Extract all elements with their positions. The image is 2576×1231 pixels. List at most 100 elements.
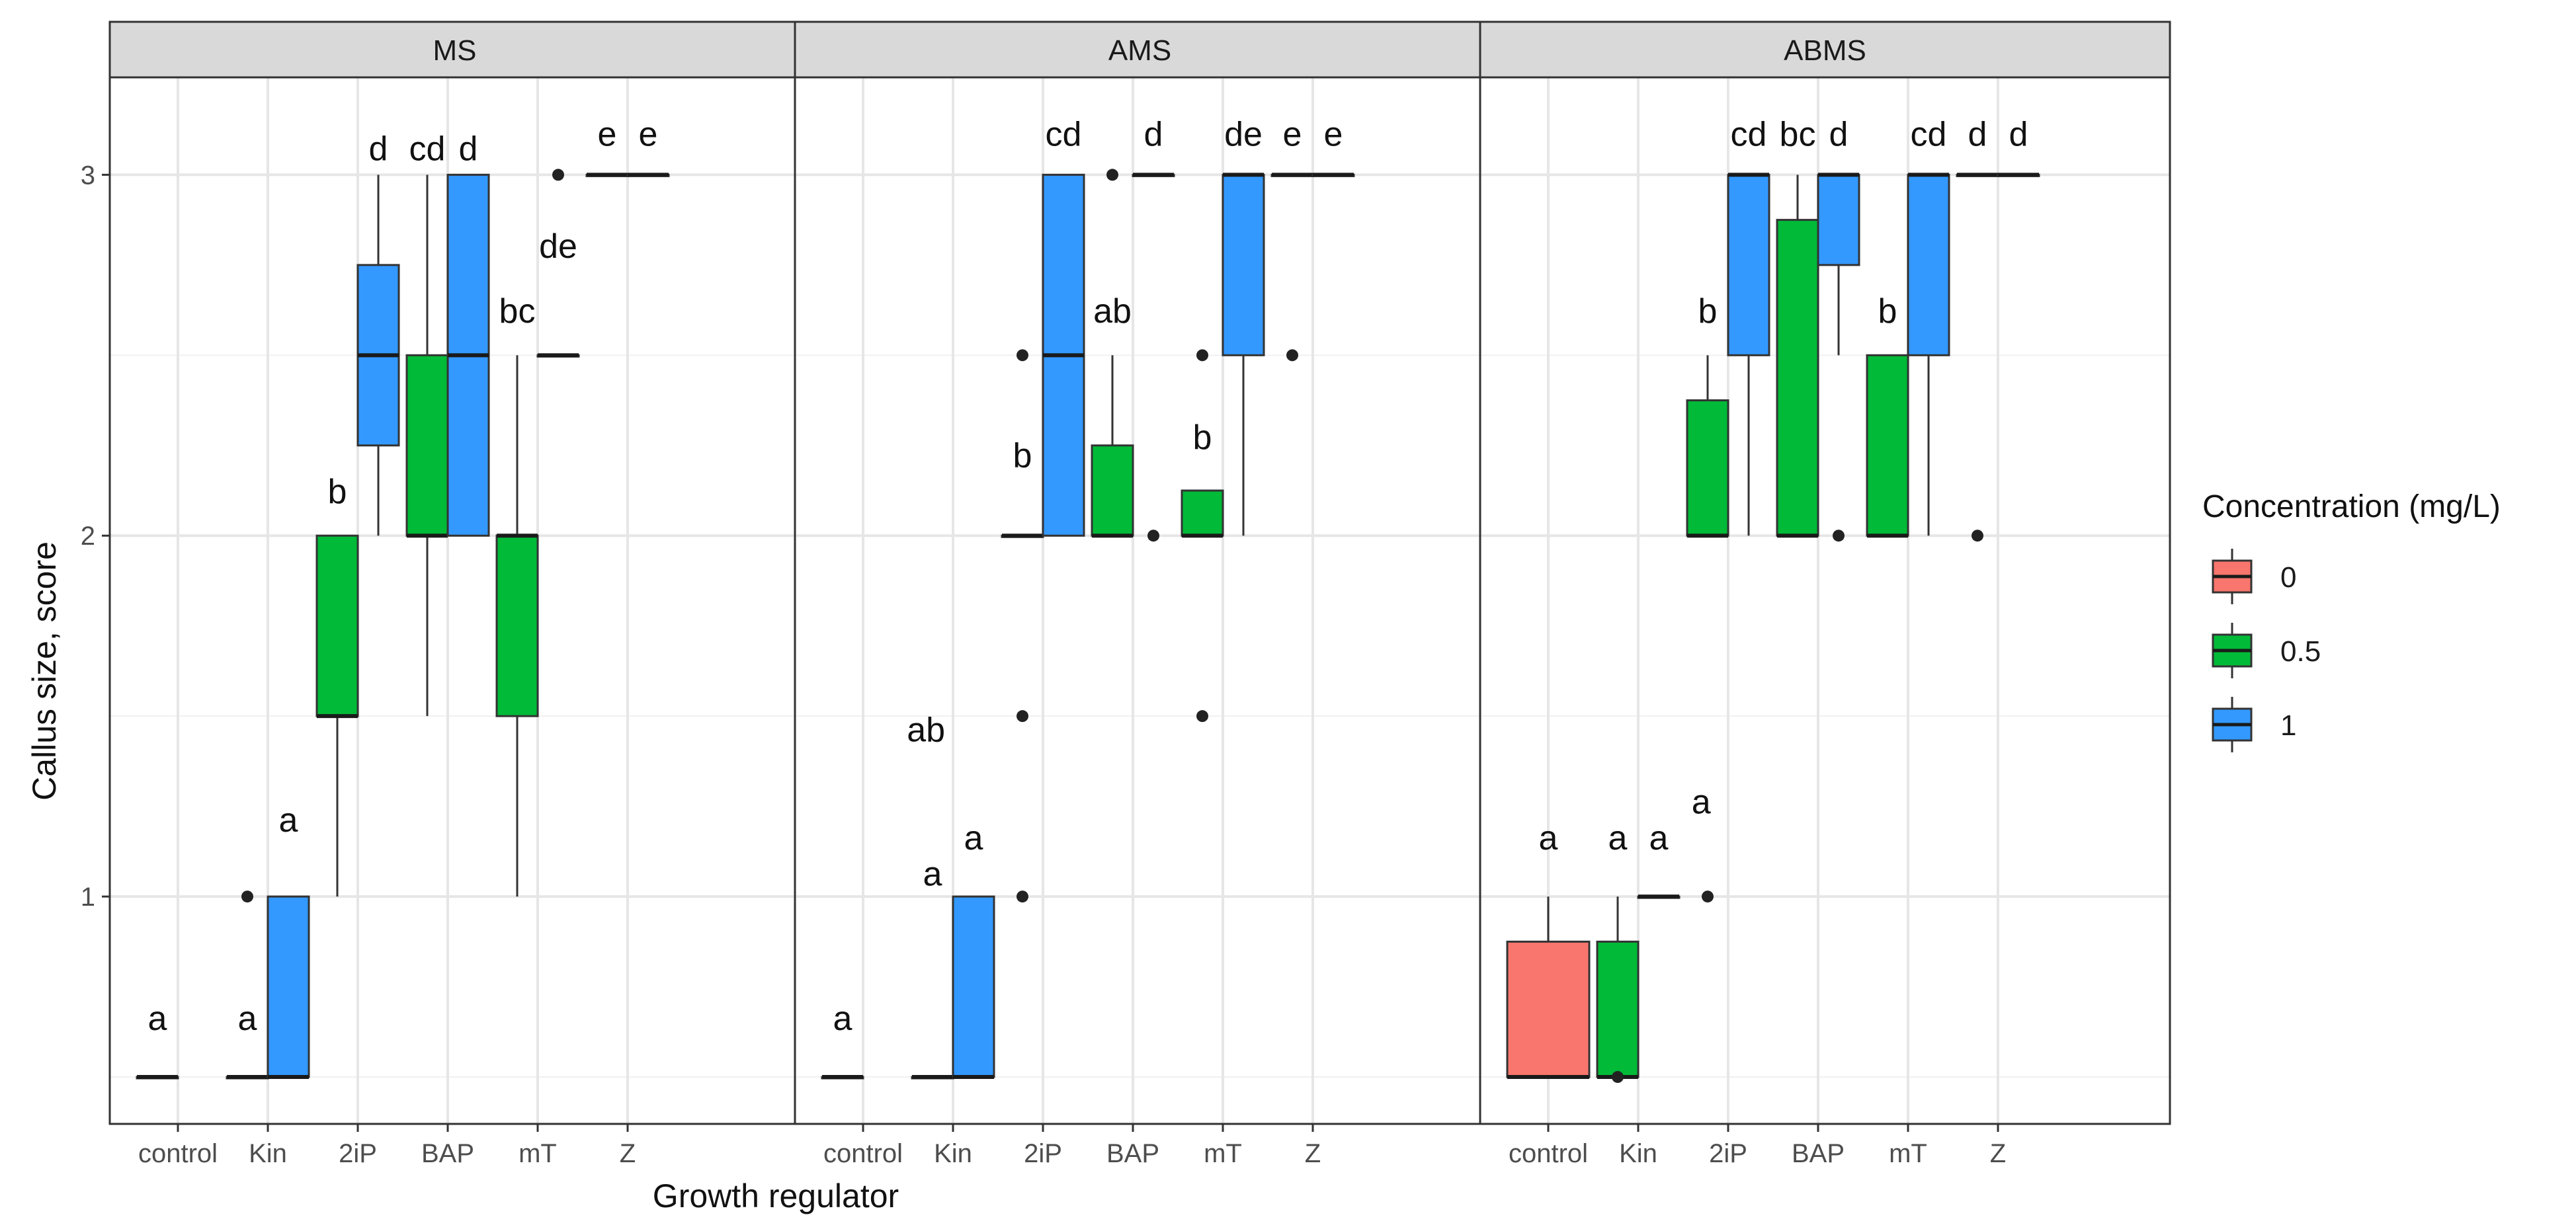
box-mt-0.5: bc: [495, 292, 539, 897]
box-kin-0.5: a: [1596, 819, 1640, 1084]
facet-strip: [108, 20, 801, 79]
legend-label: 0.5: [2280, 635, 2321, 668]
significance-letter: a: [833, 1000, 852, 1038]
box-iqr: [1596, 940, 1640, 1078]
outlier-point: [1106, 169, 1118, 181]
outlier-point: [1147, 530, 1159, 542]
significance-letter: d: [1829, 116, 1849, 154]
significance-letter: cd: [1731, 116, 1767, 154]
significance-letter: b: [1878, 292, 1897, 331]
box-iqr: [1817, 173, 1860, 266]
x-tick-label: control: [1509, 1139, 1588, 1168]
x-tick-label: control: [138, 1139, 218, 1168]
box-z-1: e: [626, 116, 670, 177]
outlier-point: [552, 169, 564, 181]
significance-letter: bc: [1780, 116, 1816, 154]
outlier-point: [1017, 891, 1028, 903]
significance-letter: ab: [907, 711, 945, 749]
outlier-point: [1017, 349, 1028, 362]
x-tick-label: BAP: [1106, 1139, 1159, 1168]
significance-letter: a: [1608, 819, 1628, 857]
y-tick-label: 2: [81, 522, 95, 551]
box-z-1: e: [1311, 116, 1355, 177]
box-iqr: [405, 354, 449, 537]
box-2ip-0.5: b: [1001, 349, 1044, 903]
outlier-point: [1196, 349, 1208, 362]
outlier-point: [241, 891, 253, 903]
x-tick-label: Z: [1990, 1139, 2006, 1168]
x-tick-label: Z: [620, 1139, 636, 1168]
outlier-point: [1702, 891, 1714, 903]
significance-letter: b: [1013, 437, 1032, 475]
box-iqr: [315, 534, 359, 717]
x-tick-label: BAP: [421, 1139, 474, 1168]
significance-letter: e: [1283, 116, 1302, 154]
box-kin-1: a: [952, 819, 995, 1080]
significance-letter: a: [964, 819, 983, 857]
facet-strip-label: MS: [433, 34, 477, 67]
y-tick-label: 3: [81, 161, 95, 190]
legend-label: 0: [2280, 561, 2296, 594]
box-iqr: [495, 534, 539, 717]
x-tick-label: control: [823, 1139, 903, 1168]
box-2ip-0.5: b: [315, 473, 359, 897]
x-tick-label: 2iP: [1709, 1139, 1747, 1168]
significance-letter: b: [1193, 418, 1212, 457]
significance-letter: d: [459, 130, 478, 169]
x-tick-label: 2iP: [339, 1139, 377, 1168]
box-mt-1: cd: [1907, 116, 1950, 536]
significance-letter: a: [279, 801, 298, 840]
box-z-0.5: e: [585, 116, 629, 177]
significance-letter: d: [369, 130, 388, 169]
box-iqr: [1181, 489, 1224, 537]
y-axis-title: Callus size, score: [26, 541, 63, 801]
facet-strip: [794, 20, 1486, 79]
box-mt-0.5: b: [1866, 292, 1909, 538]
box-iqr: [1506, 940, 1591, 1078]
significance-letter: cd: [1046, 116, 1082, 154]
box-bap-0.5: ab: [1091, 169, 1134, 538]
x-tick-label: BAP: [1792, 1139, 1845, 1168]
box-z-1: d: [1997, 116, 2040, 177]
significance-letter: e: [639, 116, 658, 154]
significance-letter: a: [148, 1000, 167, 1038]
box-iqr: [1866, 354, 1909, 537]
outlier-point: [1612, 1071, 1624, 1084]
significance-letter: de: [539, 227, 577, 266]
x-tick-label: Kin: [249, 1139, 287, 1168]
legend-label: 1: [2280, 709, 2296, 742]
x-tick-label: 2iP: [1024, 1139, 1062, 1168]
panel-background: [795, 77, 1485, 1124]
significance-letter: bc: [499, 292, 536, 331]
outlier-point: [1833, 530, 1845, 542]
box-mt-1: de: [536, 169, 580, 358]
box-kin-label: ab: [907, 711, 945, 749]
box-control-0.5: a: [821, 1000, 864, 1080]
facet-strip-label: AMS: [1108, 34, 1171, 67]
box-bap-1: d: [1817, 116, 1860, 542]
x-tick-label: Kin: [934, 1139, 972, 1168]
outlier-point: [1017, 710, 1028, 723]
box-kin-1: a: [267, 801, 310, 1080]
outlier-point: [1972, 530, 1983, 542]
box-z-0.5: d: [1956, 116, 1999, 542]
significance-letter: b: [1698, 292, 1718, 331]
significance-letter: e: [1324, 116, 1343, 154]
box-iqr: [1091, 444, 1134, 537]
x-axis-title: Growth regulator: [653, 1177, 899, 1214]
box-mt-0.5: b: [1181, 349, 1224, 723]
facet-strip-label: ABMS: [1784, 34, 1866, 67]
significance-letter: a: [1692, 783, 1711, 822]
significance-letter: b: [328, 473, 347, 511]
box-iqr: [1907, 173, 1950, 356]
x-tick-label: Kin: [1619, 1139, 1657, 1168]
significance-letter: a: [238, 1000, 257, 1038]
facet-strip: [1479, 20, 2171, 79]
box-bap-1: d: [446, 130, 490, 537]
box-mt-1: de: [1222, 116, 1265, 536]
significance-letter: e: [598, 116, 617, 154]
